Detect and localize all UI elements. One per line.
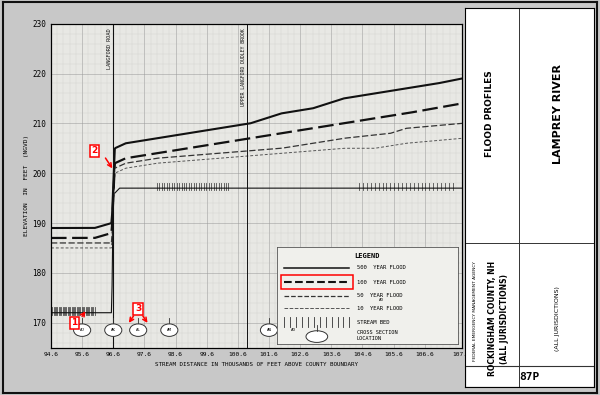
Ellipse shape (370, 293, 392, 307)
Text: 87P: 87P (520, 372, 539, 382)
Bar (465, 366, 594, 387)
Text: FLOOD PROFILES: FLOOD PROFILES (485, 71, 494, 158)
Ellipse shape (260, 324, 278, 337)
X-axis label: STREAM DISTANCE IN THOUSANDS OF FEET ABOVE COUNTY BOUNDARY: STREAM DISTANCE IN THOUSANDS OF FEET ABO… (155, 362, 358, 367)
Text: ROCKINGHAM COUNTY, NH
(ALL JURISDICTIONS): ROCKINGHAM COUNTY, NH (ALL JURISDICTIONS… (488, 261, 509, 376)
Text: 3: 3 (135, 304, 142, 313)
Ellipse shape (161, 324, 178, 337)
Ellipse shape (105, 324, 122, 337)
Text: AK: AK (111, 328, 116, 332)
Ellipse shape (130, 324, 147, 337)
Text: FEDERAL EMERGENCY MANAGEMENT AGENCY: FEDERAL EMERGENCY MANAGEMENT AGENCY (473, 261, 478, 361)
Y-axis label: ELEVATION  IN  FEET  (NGVD): ELEVATION IN FEET (NGVD) (25, 135, 29, 236)
Text: LANGFORD ROAD: LANGFORD ROAD (107, 29, 112, 69)
Text: AO: AO (379, 298, 383, 302)
Text: AO: AO (292, 328, 296, 332)
Text: UPPER LANGFORD DUDLEY BROOK: UPPER LANGFORD DUDLEY BROOK (241, 29, 246, 106)
Text: (ALL JURISDICTIONS): (ALL JURISDICTIONS) (556, 286, 560, 351)
Ellipse shape (74, 324, 91, 337)
Text: AJ: AJ (80, 328, 85, 332)
Text: AL: AL (136, 328, 140, 332)
Text: 1: 1 (71, 318, 77, 327)
Ellipse shape (286, 324, 302, 337)
Text: LAMPREY RIVER: LAMPREY RIVER (553, 64, 563, 164)
Text: 2: 2 (91, 146, 98, 155)
Text: AN: AN (266, 328, 271, 332)
Text: AM: AM (167, 328, 172, 332)
